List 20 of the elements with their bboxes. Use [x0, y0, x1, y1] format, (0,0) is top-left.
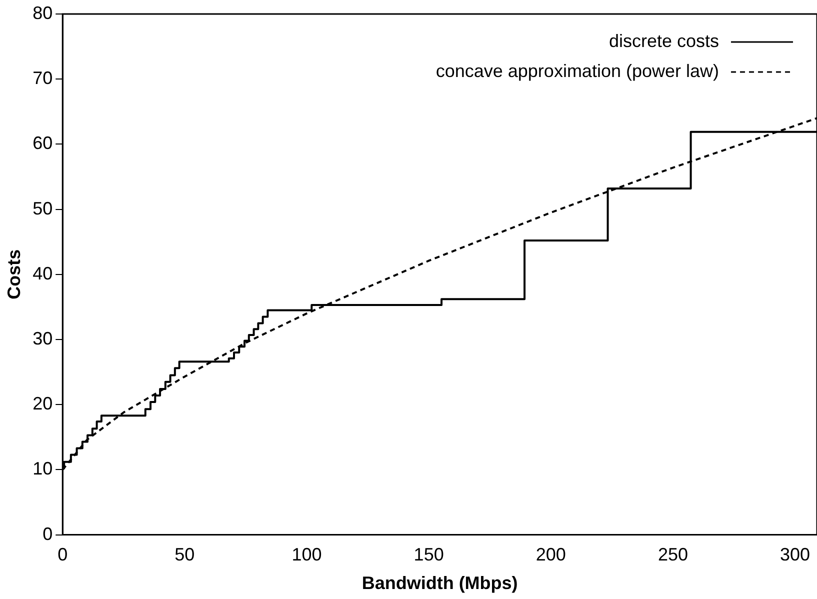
- y-tick-label: 70: [32, 68, 53, 88]
- x-tick-label: 200: [536, 544, 566, 565]
- legend-label: concave approximation (power law): [436, 60, 719, 81]
- y-tick-label: 50: [32, 198, 53, 218]
- x-axis-title: Bandwidth (Mbps): [362, 573, 518, 594]
- y-tick-label: 20: [32, 394, 53, 414]
- x-tick-label: 0: [58, 544, 68, 565]
- y-tick-label: 10: [32, 458, 53, 479]
- y-tick-label: 60: [32, 133, 53, 154]
- x-tick-label: 300: [780, 544, 810, 565]
- x-tick-label: 250: [658, 544, 688, 565]
- y-tick-label: 40: [32, 263, 53, 284]
- y-tick-label: 0: [42, 524, 53, 544]
- y-tick-label: 30: [32, 328, 53, 348]
- y-axis-title: Costs: [4, 249, 24, 300]
- x-tick-label: 50: [174, 544, 195, 565]
- y-tick-label: 80: [32, 2, 53, 23]
- x-tick-label: 150: [414, 544, 444, 565]
- x-tick-label: 100: [292, 544, 322, 565]
- legend-label: discrete costs: [608, 30, 719, 51]
